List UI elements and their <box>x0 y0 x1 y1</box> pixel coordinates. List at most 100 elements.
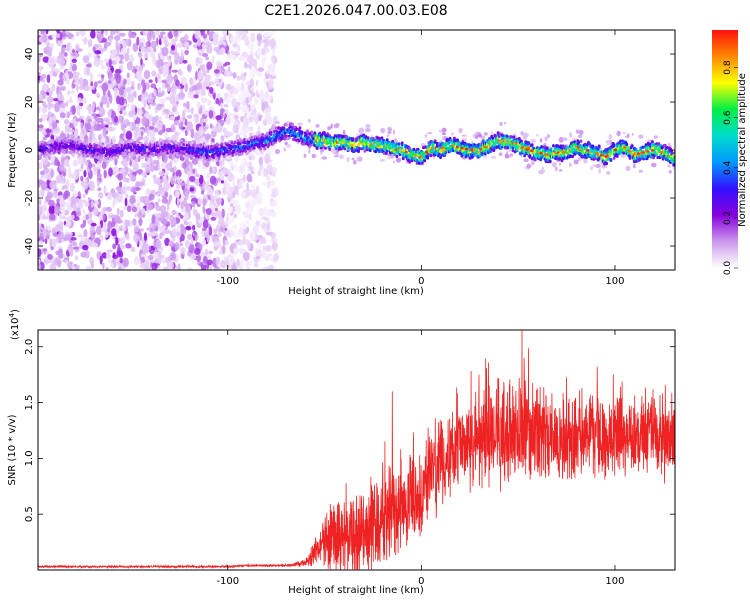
heatmap-cell <box>190 161 193 170</box>
heatmap-cell <box>531 160 536 164</box>
heatmap-cell <box>56 198 61 203</box>
heatmap-cell <box>255 79 259 87</box>
heatmap-cell <box>122 156 128 167</box>
heatmap-cell <box>96 173 102 178</box>
heatmap-cell <box>158 187 165 192</box>
heatmap-cell <box>64 233 72 241</box>
heatmap-cell <box>102 150 106 155</box>
heatmap-cell <box>123 206 127 210</box>
heatmap-cell <box>138 108 143 117</box>
heatmap-cell <box>224 256 227 261</box>
heatmap-cell <box>117 188 122 193</box>
heatmap-cell <box>262 182 268 186</box>
heatmap-cell <box>239 246 243 255</box>
heatmap-cell <box>215 97 220 105</box>
heatmap-cell <box>110 157 113 162</box>
heatmap-cell <box>213 146 217 151</box>
heatmap-cell <box>176 231 181 237</box>
heatmap-cell <box>109 121 113 126</box>
heatmap-cell <box>50 155 55 164</box>
heatmap-cell <box>75 105 83 111</box>
heatmap-cell <box>422 145 425 150</box>
heatmap-cell <box>72 71 79 82</box>
heatmap-cell <box>105 232 109 239</box>
heatmap-cell <box>166 41 169 46</box>
heatmap-cell <box>201 227 207 232</box>
heatmap-cell <box>355 137 358 141</box>
heatmap-cell <box>295 127 299 131</box>
heatmap-cell <box>211 55 215 64</box>
heatmap-cell <box>246 173 252 183</box>
heatmap-cell <box>177 56 183 63</box>
heatmap-cell <box>222 185 226 196</box>
heatmap-cell <box>75 31 80 37</box>
heatmap-cell <box>67 89 70 96</box>
heatmap-cell <box>435 144 439 148</box>
heatmap-cell <box>263 167 268 178</box>
heatmap-cell <box>196 101 201 109</box>
heatmap-cell <box>197 196 203 205</box>
heatmap-cell <box>123 118 130 127</box>
heatmap-cell <box>522 132 529 139</box>
heatmap-cell <box>156 92 163 98</box>
heatmap-cell <box>452 139 456 143</box>
heatmap-cell <box>90 200 95 208</box>
heatmap-cell <box>204 74 211 82</box>
heatmap-cell <box>40 152 44 156</box>
heatmap-cell <box>148 130 154 138</box>
heatmap-cell <box>115 43 121 51</box>
heatmap-cell <box>160 216 166 225</box>
heatmap-cell <box>188 149 192 153</box>
heatmap-cell <box>481 154 488 158</box>
heatmap-cell <box>327 126 331 131</box>
heatmap-cell <box>539 138 543 143</box>
heatmap-cell <box>63 159 69 166</box>
heatmap-cell <box>151 70 157 77</box>
heatmap-cell <box>88 161 93 170</box>
heatmap-cell <box>42 101 47 107</box>
heatmap-cell <box>123 78 127 85</box>
heatmap-cell <box>80 251 87 258</box>
heatmap-cell <box>107 220 113 230</box>
heatmap-cell <box>38 118 43 123</box>
heatmap-cell <box>392 160 396 164</box>
heatmap-cell <box>97 73 103 78</box>
heatmap-cell <box>387 126 392 132</box>
heatmap-cell <box>196 253 202 263</box>
heatmap-cell <box>140 152 144 156</box>
heatmap-cell <box>269 38 277 48</box>
heatmap-cell <box>242 174 246 182</box>
heatmap-cell <box>200 87 205 97</box>
heatmap-cell <box>240 259 244 269</box>
heatmap-cell <box>152 174 157 179</box>
heatmap-cell <box>264 113 271 124</box>
heatmap-cell <box>232 199 239 205</box>
heatmap-cell <box>230 256 234 266</box>
heatmap-cell <box>114 214 119 224</box>
heatmap-cell <box>204 133 211 140</box>
heatmap-cell <box>81 199 87 203</box>
heatmap-cell <box>187 64 191 71</box>
heatmap-cell <box>163 181 170 190</box>
heatmap-cell <box>174 59 179 65</box>
heatmap-cell <box>245 162 251 167</box>
heatmap-cell <box>107 83 113 91</box>
heatmap-cell <box>135 117 141 125</box>
heatmap-cell <box>82 181 89 190</box>
heatmap-cell <box>307 118 311 123</box>
heatmap-cell <box>196 144 200 148</box>
heatmap-cell <box>126 87 132 93</box>
heatmap-cell <box>123 146 127 150</box>
heatmap-cell <box>178 91 185 101</box>
heatmap-cell <box>256 33 263 42</box>
heatmap-cell <box>203 232 211 239</box>
heatmap-cell <box>261 102 265 112</box>
heatmap-cell <box>242 145 245 149</box>
heatmap-cell <box>232 163 238 172</box>
heatmap-cell <box>122 257 129 268</box>
heatmap-cell <box>75 118 82 122</box>
heatmap-cell <box>192 76 196 86</box>
heatmap-cell <box>230 114 235 124</box>
heatmap-cell <box>333 134 337 138</box>
heatmap-cell <box>249 132 253 138</box>
